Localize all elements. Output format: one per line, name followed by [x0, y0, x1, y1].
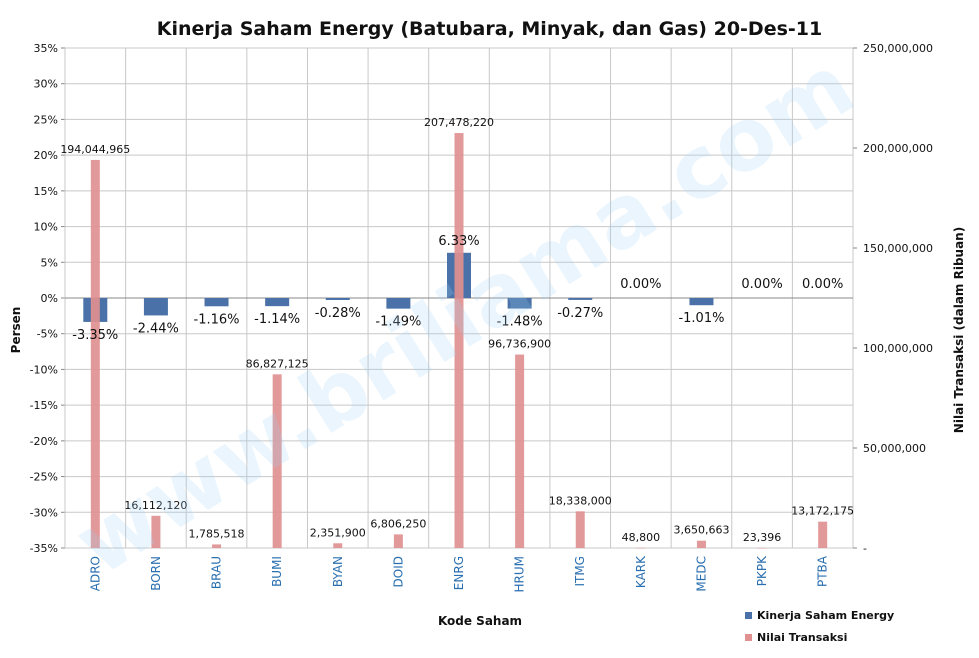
legend-item-nilai: Nilai Transaksi: [745, 626, 945, 648]
data-label-nilai: 13,172,175: [791, 505, 854, 518]
x-tick-label: BORN: [149, 556, 163, 591]
y-tick-label: -25%: [30, 471, 58, 484]
y2-tick-label: 100,000,000: [863, 342, 933, 355]
data-label-kinerja: -0.28%: [315, 306, 361, 321]
bar-nilai: [212, 544, 222, 548]
data-label-kinerja: -3.35%: [72, 328, 118, 343]
bar-nilai: [818, 521, 828, 548]
y-axis-label-left-text: Persen: [9, 307, 23, 354]
data-label-nilai: 3,650,663: [673, 524, 729, 537]
x-axis-label: Kode Saham: [437, 614, 523, 628]
data-label-kinerja: 6.33%: [438, 234, 479, 249]
y-axis-label-left: Persen: [2, 280, 30, 380]
x-tick-label: HRUM: [513, 556, 527, 593]
legend: Kinerja Saham Energy Nilai Transaksi: [745, 604, 945, 648]
data-label-nilai: 96,736,900: [488, 338, 551, 351]
x-tick-label: BRAU: [210, 556, 224, 589]
y2-tick-label: 150,000,000: [863, 242, 933, 255]
data-label-kinerja: -0.27%: [557, 306, 603, 321]
y-tick-label: -15%: [30, 399, 58, 412]
data-label-nilai: 18,338,000: [549, 494, 612, 507]
y-tick-label: 10%: [34, 221, 58, 234]
data-label-nilai: 23,396: [743, 531, 782, 544]
x-tick-label: MEDC: [694, 556, 708, 592]
bar-kinerja: [143, 298, 168, 316]
data-label-kinerja: 0.00%: [802, 277, 843, 292]
bar-nilai: [515, 354, 525, 548]
y2-tick-label: 50,000,000: [863, 442, 926, 455]
y-tick-label: 5%: [41, 256, 58, 269]
data-label-kinerja: 0.00%: [620, 277, 661, 292]
data-label-nilai: 207,478,220: [424, 116, 494, 129]
y-tick-label: -30%: [30, 506, 58, 519]
bar-nilai: [454, 133, 464, 548]
y-tick-label: 0%: [41, 292, 58, 305]
data-label-kinerja: 0.00%: [741, 277, 782, 292]
data-label-kinerja: -1.01%: [678, 311, 724, 326]
y-tick-label: -35%: [30, 542, 58, 555]
x-tick-label: BUMI: [270, 556, 284, 587]
x-tick-label: PKPK: [755, 555, 769, 586]
y2-tick-label: 200,000,000: [863, 142, 933, 155]
y-tick-label: 30%: [34, 78, 58, 91]
bar-nilai: [393, 534, 403, 548]
data-label-nilai: 1,785,518: [189, 527, 245, 540]
legend-swatch-kinerja: [745, 611, 752, 619]
bar-nilai: [757, 547, 767, 549]
data-label-kinerja: -1.49%: [375, 315, 421, 330]
x-tick-label: KARK: [634, 555, 648, 588]
legend-swatch-nilai: [745, 633, 752, 641]
data-label-kinerja: -1.16%: [194, 312, 240, 327]
x-tick-label: BYAN: [331, 556, 345, 587]
data-label-kinerja: -1.48%: [497, 315, 543, 330]
data-label-nilai: 16,112,120: [124, 499, 187, 512]
x-tick-label: ITMG: [573, 556, 587, 587]
bar-nilai: [333, 543, 343, 548]
y-tick-label: -20%: [30, 435, 58, 448]
bar-nilai: [272, 374, 282, 548]
bar-nilai: [636, 547, 646, 549]
bar-kinerja: [568, 298, 593, 300]
bar-kinerja: [265, 298, 290, 307]
data-label-kinerja: -2.44%: [133, 321, 179, 336]
bar-kinerja: [507, 298, 532, 309]
data-label-nilai: 2,351,900: [310, 526, 366, 539]
chart-title: Kinerja Saham Energy (Batubara, Minyak, …: [156, 18, 823, 40]
data-label-nilai: 194,044,965: [60, 143, 130, 156]
data-label-nilai: 48,800: [622, 531, 661, 544]
y-tick-label: 35%: [34, 42, 58, 55]
bar-nilai: [151, 515, 161, 548]
y-tick-label: 25%: [34, 113, 58, 126]
y-tick-label: 20%: [34, 149, 58, 162]
data-label-nilai: 6,806,250: [370, 517, 426, 530]
bar-kinerja: [204, 298, 229, 307]
x-tick-label: PTBA: [816, 555, 830, 587]
data-label-kinerja: -1.14%: [254, 312, 300, 327]
bar-nilai: [90, 159, 100, 548]
bar-nilai: [575, 511, 585, 548]
bar-kinerja: [689, 298, 714, 306]
y-tick-label: -10%: [30, 363, 58, 376]
y-axis-label-right-text: Nilai Transaksi (dalam Ribuan): [952, 227, 966, 433]
y2-tick-label: -: [863, 542, 867, 555]
data-label-nilai: 86,827,125: [246, 357, 309, 370]
x-tick-label: DOID: [391, 556, 405, 587]
bar-kinerja: [386, 298, 411, 309]
y-tick-label: 15%: [34, 185, 58, 198]
y-tick-label: -5%: [37, 328, 58, 341]
x-tick-label: ADRO: [88, 556, 102, 591]
legend-label-nilai: Nilai Transaksi: [757, 630, 848, 644]
y-axis-label-right: Nilai Transaksi (dalam Ribuan): [945, 200, 975, 460]
bar-nilai: [696, 540, 706, 548]
bar-kinerja: [325, 298, 350, 300]
legend-label-kinerja: Kinerja Saham Energy: [757, 608, 895, 622]
legend-item-kinerja: Kinerja Saham Energy: [745, 604, 945, 626]
y2-tick-label: 250,000,000: [863, 42, 933, 55]
x-tick-label: ENRG: [452, 556, 466, 590]
